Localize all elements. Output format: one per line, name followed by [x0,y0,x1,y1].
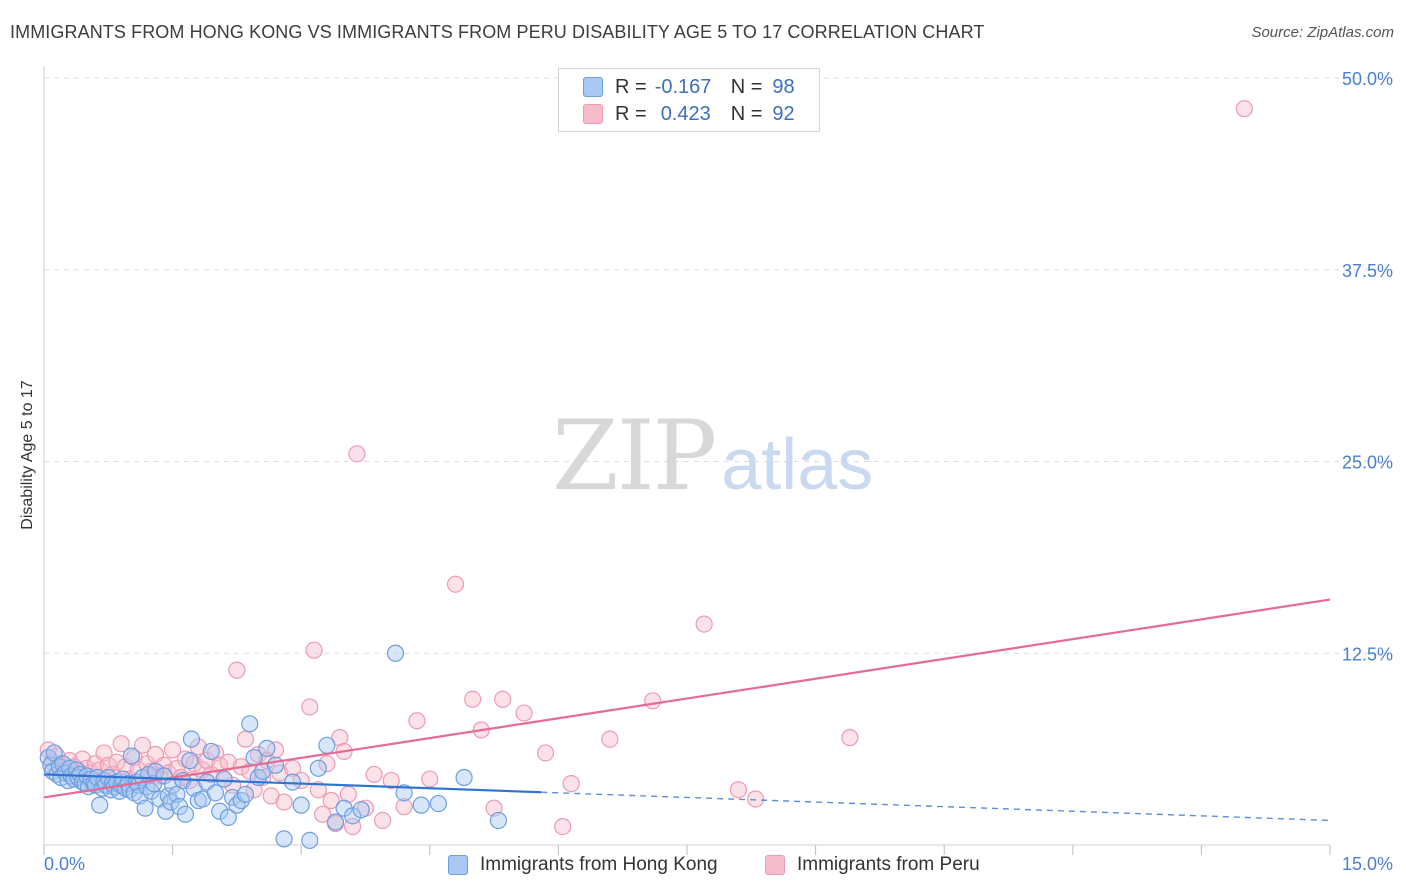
hong-kong-point [203,743,219,759]
hong-kong-point [456,770,472,786]
peru-point [375,812,391,828]
peru-point [409,713,425,729]
peru-point [465,691,481,707]
peru-swatch [583,104,603,124]
correlation-legend: R = -0.167 N = 98 R = 0.423 N = 92 [558,68,820,132]
x-tick-label-max: 15.0% [1342,854,1393,874]
peru-point [1236,101,1252,117]
chart-title: IMMIGRANTS FROM HONG KONG VS IMMIGRANTS … [10,22,984,43]
peru-point [349,446,365,462]
peru-point [645,693,661,709]
hk-n-value: 98 [772,76,794,99]
peru-point [276,794,292,810]
y-axis-label: Disability Age 5 to 17 [19,380,37,529]
hong-kong-point [216,771,232,787]
peru-point [563,776,579,792]
y-tick-label: 37.5% [1342,261,1393,281]
bottom-hong-kong-label: Immigrants from Hong Kong [480,854,718,876]
hong-kong-point [388,645,404,661]
peru-point [366,766,382,782]
hong-kong-point [310,760,326,776]
peru-point [229,662,245,678]
y-tick-label: 12.5% [1342,644,1393,664]
watermark-atlas: atlas [721,425,873,505]
peru-point [538,745,554,761]
watermark-zip: ZIP [552,400,715,512]
peru-point [748,791,764,807]
peru-n-label: N = [731,103,763,126]
hong-kong-point [207,785,223,801]
hong-kong-point [242,716,258,732]
hk-r-label: R = [615,76,647,99]
peru-r-value: 0.423 [661,103,727,126]
peru-trend-line [44,600,1330,798]
hong-kong-point [430,796,446,812]
peru-point [448,576,464,592]
hong-kong-point [319,737,335,753]
source-label: Source: ZipAtlas.com [1251,24,1394,41]
hong-kong-point [353,802,369,818]
peru-point [730,782,746,798]
hong-kong-point [177,806,193,822]
hong-kong-series [40,645,506,848]
x-tick-label-min: 0.0% [44,854,85,874]
hong-kong-trend-extension [541,792,1330,820]
bottom-legend-peru: Immigrants from Peru [765,852,980,878]
hong-kong-point [413,797,429,813]
peru-point [237,731,253,747]
peru-point [602,731,618,747]
legend-row-hong-kong: R = -0.167 N = 98 [583,74,795,100]
grid-lines [44,78,1390,653]
hong-kong-point [137,800,153,816]
peru-point [306,642,322,658]
peru-point [422,771,438,787]
hong-kong-point [267,757,283,773]
bottom-peru-label: Immigrants from Peru [797,854,980,876]
bottom-hong-kong-swatch [448,855,468,875]
peru-point [555,819,571,835]
y-tick-label: 25.0% [1342,453,1393,473]
hk-r-value: -0.167 [655,76,727,99]
hong-kong-point [92,797,108,813]
y-tick-label: 50.0% [1342,69,1393,89]
hong-kong-point [183,731,199,747]
peru-r-label: R = [615,103,647,126]
bottom-legend-hong-kong: Immigrants from Hong Kong [448,852,718,878]
hong-kong-point [123,748,139,764]
hk-n-label: N = [731,76,763,99]
hong-kong-point [276,831,292,847]
peru-point [302,699,318,715]
hong-kong-point [259,740,275,756]
hong-kong-point [327,814,343,830]
peru-point [516,705,532,721]
hong-kong-point [293,797,309,813]
hong-kong-point [237,786,253,802]
peru-point [696,616,712,632]
watermark: ZIPatlas [552,400,873,512]
hong-kong-swatch [583,77,603,97]
hong-kong-point [302,832,318,848]
peru-point [495,691,511,707]
hong-kong-point [490,812,506,828]
hong-kong-point [182,753,198,769]
legend-row-peru: R = 0.423 N = 92 [583,101,795,127]
peru-point [842,730,858,746]
bottom-peru-swatch [765,855,785,875]
peru-n-value: 92 [772,103,794,126]
